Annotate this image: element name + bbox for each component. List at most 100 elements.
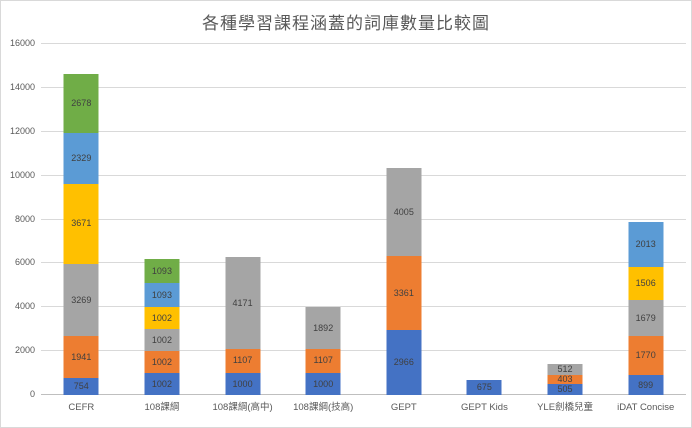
- y-tick-label: 2000: [14, 345, 35, 356]
- segment-dark-blue: 675: [466, 380, 502, 395]
- x-tick-label: CEFR: [68, 402, 95, 413]
- data-label: 4171: [232, 297, 253, 308]
- x-tick-label: YLE劍橋兒童: [537, 402, 594, 413]
- chart-title: 各種學習課程涵蓋的詞庫數量比較圖: [202, 14, 490, 33]
- segment-yellow: 1002: [144, 307, 180, 330]
- segment-gray: 1679: [628, 299, 664, 337]
- y-tick-label: 16000: [9, 38, 35, 48]
- bar-stack-GEPT: 2966 3361 4005: [386, 168, 422, 395]
- x-tick-label: GEPT: [390, 402, 417, 413]
- data-label: 1000: [313, 378, 334, 389]
- y-axis: 0 2000 4000 6000 8000 10000 12000 14000 16000: [1, 38, 35, 399]
- data-label: 1093: [151, 265, 172, 276]
- segment-orange: 1770: [628, 336, 664, 376]
- segment-green: 2678: [63, 73, 99, 133]
- data-label: 512: [557, 363, 573, 374]
- data-label: 1002: [151, 312, 172, 323]
- segment-light-blue: 1093: [144, 283, 180, 308]
- segment-orange: 1002: [144, 351, 180, 374]
- x-axis-line: [41, 394, 686, 395]
- segment-yellow: 3671: [63, 183, 99, 265]
- segment-dark-blue: 505: [547, 383, 583, 395]
- data-label: 754: [73, 381, 89, 392]
- segment-gray: 1892: [305, 307, 341, 349]
- data-label: 2966: [393, 356, 414, 367]
- gridline: [41, 86, 686, 88]
- bar-slot: 754 1941 3269 3671 2329 2678: [41, 44, 122, 395]
- data-label: 1679: [635, 312, 656, 323]
- y-tick-label: 12000: [9, 125, 35, 136]
- segment-gray: 512: [547, 363, 583, 376]
- segment-orange: 1107: [305, 348, 341, 374]
- bar-stack-CEFR: 754 1941 3269 3671 2329 2678: [63, 73, 99, 395]
- x-tick-label: GEPT Kids: [461, 402, 508, 413]
- segment-dark-blue: 899: [628, 375, 664, 395]
- segment-dark-blue: 2966: [386, 329, 422, 395]
- x-tick-label: 108課綱(高中): [212, 402, 273, 413]
- segment-orange: 403: [547, 375, 583, 384]
- gridline: [41, 262, 686, 264]
- gridline: [41, 306, 686, 308]
- gridline: [41, 218, 686, 220]
- segment-dark-blue: 1000: [305, 373, 341, 395]
- y-tick-label: 14000: [9, 81, 35, 92]
- data-label: 1002: [151, 356, 172, 367]
- data-label: 899: [638, 379, 654, 390]
- gridline: [41, 43, 686, 44]
- data-label: 1002: [151, 334, 172, 345]
- segment-dark-blue: 1000: [225, 373, 261, 395]
- data-label: 1506: [635, 277, 656, 288]
- data-label: 3269: [71, 294, 92, 305]
- segment-light-blue: 2013: [628, 222, 664, 267]
- segment-dark-blue: 754: [63, 378, 99, 395]
- segment-yellow: 1506: [628, 266, 664, 300]
- data-label: 1002: [151, 378, 172, 389]
- data-label: 1000: [232, 378, 253, 389]
- data-label: 1093: [151, 289, 172, 300]
- plot-area: 754 1941 3269 3671 2329 2678 1002 1002 1002 1002 1…: [41, 43, 686, 395]
- y-tick-label: 8000: [14, 213, 35, 224]
- data-label: 3671: [71, 218, 92, 229]
- data-label: 1770: [635, 350, 656, 361]
- bar-stack-108課綱: 1002 1002 1002 1002 1093 1093: [144, 259, 180, 395]
- data-label: 1941: [71, 351, 92, 362]
- data-label: 403: [557, 375, 573, 384]
- segment-gray: 1002: [144, 329, 180, 352]
- data-label: 675: [476, 382, 492, 393]
- x-tick-label: iDAT Concise: [617, 402, 675, 413]
- bar-slot: 1002 1002 1002 1002 1093 1093: [122, 44, 203, 395]
- bar-slot: 2966 3361 4005: [364, 44, 445, 395]
- gridline: [41, 174, 686, 176]
- gridline: [41, 130, 686, 132]
- data-label: 2678: [71, 97, 92, 108]
- y-tick-label: 4000: [14, 301, 35, 312]
- segment-green: 1093: [144, 259, 180, 284]
- x-tick-label: 108課綱(技高): [293, 402, 354, 413]
- bar-stack-iDAT Concise: 899 1770 1679 1506 2013: [628, 222, 664, 395]
- x-axis: CEFR 108課綱 108課綱(高中) 108課綱(技高) GEPT GEPT Kids…: [41, 401, 686, 417]
- bar-stack-GEPT Kids: 675: [466, 380, 502, 395]
- data-label: 505: [557, 383, 573, 394]
- bar-stack-108課綱(高中): 1000 1107 4171: [225, 257, 261, 395]
- data-label: 2329: [71, 152, 92, 163]
- data-label: 1107: [313, 355, 333, 366]
- segment-gray: 4005: [386, 168, 422, 257]
- segment-light-blue: 2329: [63, 132, 99, 184]
- segment-orange: 1107: [225, 348, 261, 374]
- data-label: 1892: [313, 322, 334, 333]
- segment-orange: 3361: [386, 256, 422, 330]
- bar-slot: 1000 1107 1892: [283, 44, 364, 395]
- data-label: 3361: [393, 287, 414, 298]
- y-tick-label: 10000: [9, 169, 35, 180]
- bar-stack-YLE劍橋兒童: 505 403 512: [547, 363, 583, 395]
- bar-slot: 675: [444, 44, 525, 395]
- data-label: 2013: [635, 239, 656, 250]
- gridline: [41, 350, 686, 352]
- y-tick-label: 6000: [14, 257, 35, 268]
- x-tick-label: 108課綱: [144, 402, 180, 413]
- segment-orange: 1941: [63, 335, 99, 379]
- bar-slot: 505 403 512: [525, 44, 606, 395]
- segment-gray: 4171: [225, 257, 261, 349]
- data-label: 4005: [393, 206, 414, 217]
